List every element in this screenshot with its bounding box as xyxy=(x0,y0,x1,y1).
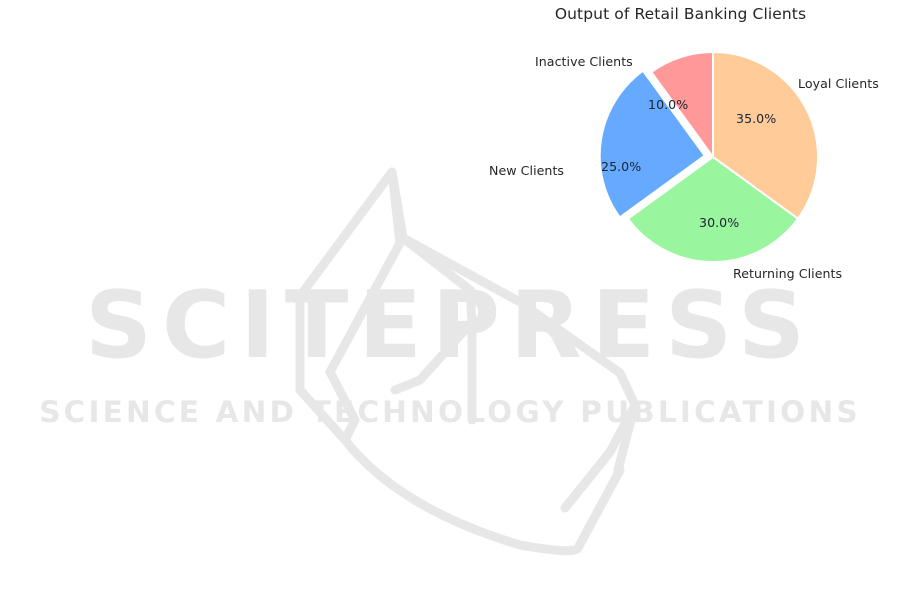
slice-label-returning-clients: Returning Clients xyxy=(733,266,843,281)
pct-label-new-clients: 25.0% xyxy=(601,159,642,174)
slice-label-loyal-clients: Loyal Clients xyxy=(798,76,879,91)
pie-slice-returning-clients[interactable] xyxy=(626,155,800,264)
pie-slice-loyal-clients[interactable] xyxy=(712,50,820,221)
pie-slice-new-clients[interactable] xyxy=(598,69,707,219)
slice-label-inactive-clients: Inactive Clients xyxy=(535,54,633,69)
chart-title: Output of Retail Banking Clients xyxy=(554,5,807,23)
slice-label-new-clients: New Clients xyxy=(489,163,565,178)
pct-label-inactive-clients: 10.0% xyxy=(648,97,689,112)
pct-label-loyal-clients: 35.0% xyxy=(736,111,777,126)
pct-label-returning-clients: 30.0% xyxy=(699,215,740,230)
pie-slice-inactive-clients[interactable] xyxy=(649,50,714,161)
